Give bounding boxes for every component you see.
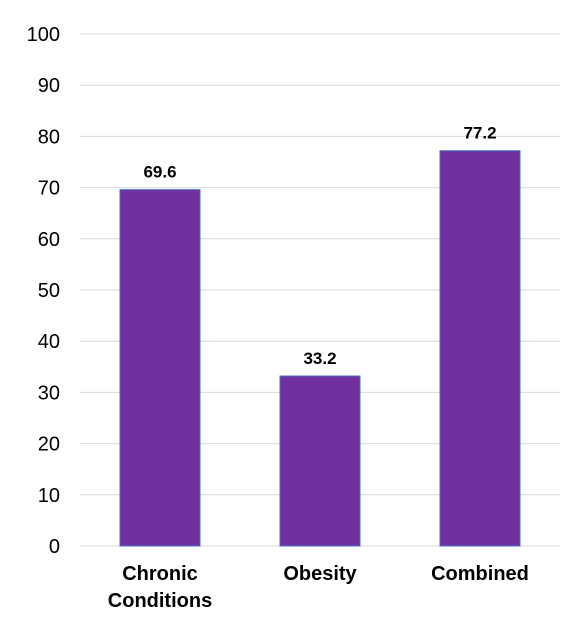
category-label: Obesity — [283, 563, 357, 585]
category-label: Combined — [431, 563, 529, 585]
data-labels: 69.6 33.2 77.2 — [143, 124, 496, 368]
y-tick-label: 0 — [49, 536, 60, 558]
category-label: Chronic Conditions — [108, 563, 212, 612]
y-tick-label: 10 — [38, 485, 60, 507]
y-tick-label: 60 — [38, 229, 60, 251]
y-tick-label: 30 — [38, 382, 60, 404]
y-axis-ticks: 0 10 20 30 40 50 60 70 80 90 100 — [27, 24, 60, 558]
y-tick-label: 100 — [27, 24, 60, 46]
bar — [439, 150, 521, 547]
bars — [119, 150, 521, 547]
y-tick-label: 40 — [38, 331, 60, 353]
y-tick-label: 70 — [38, 178, 60, 200]
y-tick-label: 50 — [38, 280, 60, 302]
data-label: 77.2 — [463, 124, 496, 143]
data-label: 33.2 — [303, 349, 336, 368]
y-tick-label: 90 — [38, 75, 60, 97]
bar — [119, 189, 201, 547]
y-tick-label: 20 — [38, 434, 60, 456]
x-axis-categories: Chronic Conditions Obesity Combined — [108, 563, 529, 612]
bar — [279, 375, 361, 547]
y-tick-label: 80 — [38, 126, 60, 148]
data-label: 69.6 — [143, 163, 176, 182]
